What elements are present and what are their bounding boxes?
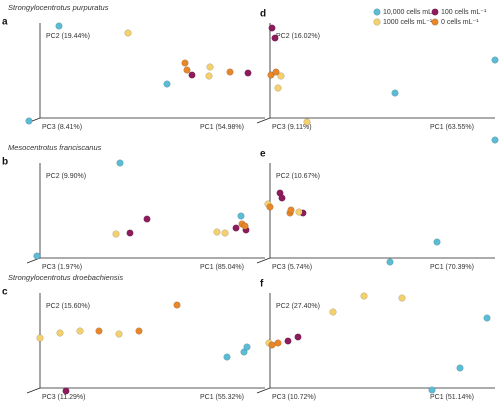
data-point: [428, 386, 436, 394]
data-point: [241, 222, 249, 230]
data-point: [124, 29, 132, 37]
legend-swatch: [431, 8, 439, 16]
panel-letter: b: [2, 157, 8, 168]
panel-letter: a: [2, 17, 8, 28]
axis-label: PC2 (15.60%): [46, 303, 90, 310]
data-point: [277, 72, 285, 80]
data-point: [274, 339, 282, 347]
axis-label: PC2 (19.44%): [46, 33, 90, 40]
axis-label: PC2 (16.02%): [276, 33, 320, 40]
axis-line: [256, 117, 271, 124]
data-point: [213, 228, 221, 236]
legend-label: 0 cells mL⁻¹: [441, 19, 479, 26]
data-point: [491, 56, 499, 64]
axis-label: PC3 (1.97%): [42, 264, 82, 271]
panel-letter: d: [260, 9, 266, 20]
data-point: [240, 348, 248, 356]
data-point: [33, 252, 41, 260]
data-point: [163, 80, 171, 88]
data-point: [268, 341, 276, 349]
data-point: [173, 301, 181, 309]
axis-label: PC3 (5.74%): [272, 264, 312, 271]
axis-label: PC1 (85.04%): [200, 264, 244, 271]
data-point: [232, 224, 240, 232]
axis-label: PC2 (9.90%): [46, 173, 86, 180]
data-point: [386, 258, 394, 266]
data-point: [188, 71, 196, 79]
data-point: [391, 89, 399, 97]
data-point: [116, 159, 124, 167]
axis-label: PC1 (63.55%): [430, 124, 474, 131]
data-point: [268, 24, 276, 32]
legend-swatch: [373, 18, 381, 26]
data-point: [272, 68, 280, 76]
data-point: [287, 206, 295, 214]
data-point: [295, 208, 303, 216]
legend-label: 1000 cells mL⁻¹: [383, 19, 433, 26]
axis-line: [256, 257, 271, 264]
data-point: [284, 337, 292, 345]
legend-swatch: [431, 18, 439, 26]
data-point: [243, 343, 251, 351]
panel-letter: c: [2, 287, 8, 298]
legend-label: 100 cells mL⁻¹: [441, 9, 487, 16]
axis-label: PC2 (10.67%): [276, 173, 320, 180]
data-point: [303, 118, 311, 126]
axis-label: PC3 (10.72%): [272, 394, 316, 401]
data-point: [271, 34, 279, 42]
data-point: [76, 327, 84, 335]
data-point: [115, 330, 123, 338]
axis-line: [26, 387, 41, 394]
axis-label: PC1 (70.39%): [430, 264, 474, 271]
panel-title: Strongylocentrotus droebachiensis: [8, 273, 123, 282]
data-point: [433, 238, 441, 246]
data-point: [244, 69, 252, 77]
data-point: [25, 117, 33, 125]
data-point: [278, 194, 286, 202]
panel-letter: e: [260, 149, 266, 160]
data-point: [223, 353, 231, 361]
data-point: [181, 59, 189, 67]
data-point: [274, 84, 282, 92]
data-point: [36, 334, 44, 342]
data-point: [56, 329, 64, 337]
data-point: [456, 364, 464, 372]
data-point: [62, 387, 70, 395]
axis-label: PC1 (55.32%): [200, 394, 244, 401]
data-point: [483, 314, 491, 322]
panel-letter: f: [260, 279, 264, 290]
axis-label: PC1 (54.98%): [200, 124, 244, 131]
data-point: [143, 215, 151, 223]
data-point: [206, 63, 214, 71]
axis-label: PC3 (11.29%): [42, 394, 85, 401]
data-point: [205, 72, 213, 80]
data-point: [95, 327, 103, 335]
data-point: [237, 212, 245, 220]
data-point: [135, 327, 143, 335]
data-point: [112, 230, 120, 238]
panel-title: Strongylocentrotus purpuratus: [8, 3, 109, 12]
legend-label: 10,000 cells mL⁻¹: [383, 9, 439, 16]
data-point: [183, 66, 191, 74]
data-point: [55, 22, 63, 30]
data-point: [398, 294, 406, 302]
axis-label: PC3 (8.41%): [42, 124, 82, 131]
axis-line: [256, 387, 271, 394]
data-point: [226, 68, 234, 76]
data-point: [491, 136, 499, 144]
data-point: [126, 229, 134, 237]
data-point: [266, 203, 274, 211]
data-point: [221, 229, 229, 237]
axis-label: PC2 (27.40%): [276, 303, 320, 310]
legend-swatch: [373, 8, 381, 16]
panel-title: Mesocentrotus franciscanus: [8, 143, 102, 152]
axis-label: PC1 (51.14%): [430, 394, 474, 401]
axis-label: PC3 (9.11%): [272, 124, 312, 131]
data-point: [294, 333, 302, 341]
data-point: [360, 292, 368, 300]
data-point: [267, 71, 275, 79]
data-point: [329, 308, 337, 316]
